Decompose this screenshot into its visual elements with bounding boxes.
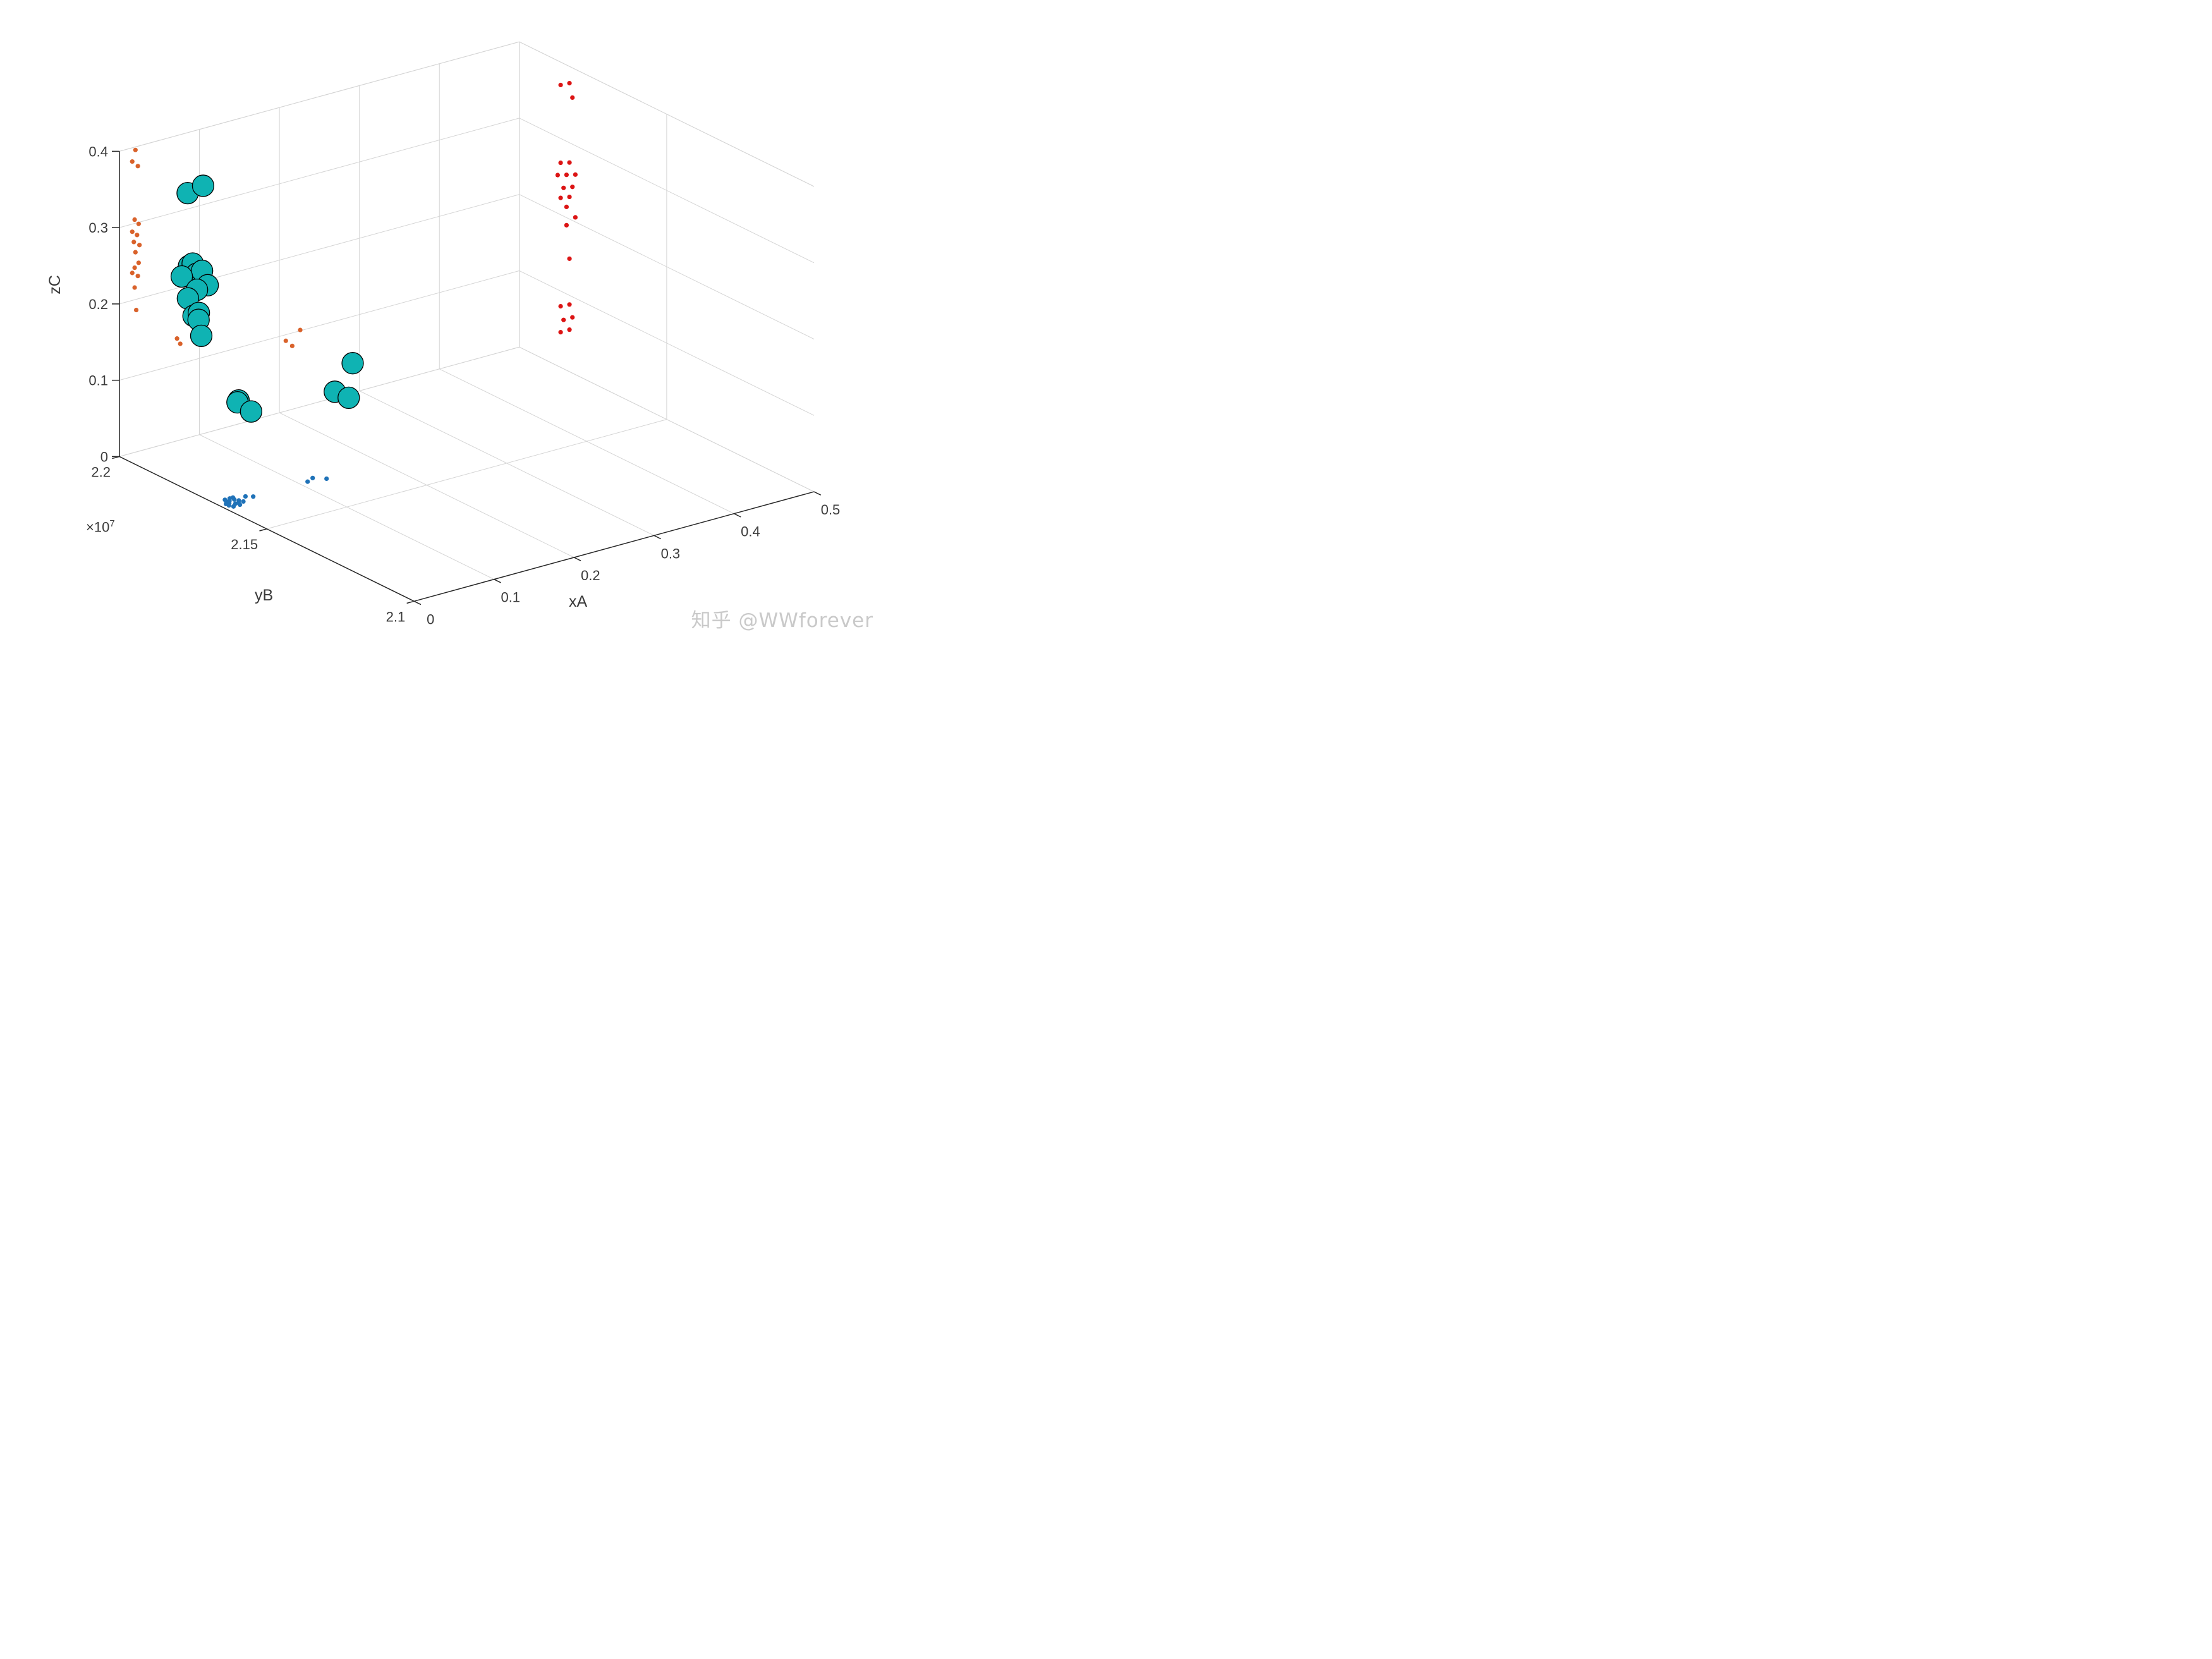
svg-text:0.3: 0.3 <box>88 220 108 236</box>
tick-labels: 0 0.1 0.2 0.3 0.4 2.2 2.15 2.1 0 0.1 0.2 0.3 0.4 0.5 <box>88 143 840 627</box>
svg-text:2.15: 2.15 <box>231 537 258 552</box>
z-axis-label: zC <box>46 275 64 295</box>
y-axis-label: yB <box>255 586 274 604</box>
svg-text:2.1: 2.1 <box>386 609 406 624</box>
watermark: 知乎 @WWforever <box>691 609 873 632</box>
series-main-points <box>170 174 364 423</box>
grid-lines <box>119 41 815 580</box>
y-axis-multiplier-exp: 7 <box>109 518 115 529</box>
svg-text:0: 0 <box>100 449 108 465</box>
y-axis-multiplier-base: ×10 <box>86 519 110 535</box>
svg-text:0.3: 0.3 <box>661 545 681 561</box>
scatter3d-figure: 0 0.1 0.2 0.3 0.4 2.2 2.15 2.1 0 0.1 0.2 0.3 0.4 0.5 … <box>0 0 885 664</box>
x-axis-label: xA <box>569 593 588 611</box>
svg-text:0.1: 0.1 <box>88 373 108 389</box>
svg-text:0.1: 0.1 <box>501 590 520 605</box>
svg-text:0: 0 <box>427 611 434 627</box>
svg-text:0.4: 0.4 <box>88 143 108 159</box>
svg-text:0.2: 0.2 <box>88 296 108 312</box>
svg-text:0.2: 0.2 <box>581 568 600 583</box>
series-xy-floor-projection <box>222 475 329 509</box>
svg-text:0.4: 0.4 <box>741 524 760 540</box>
svg-text:2.2: 2.2 <box>91 464 111 480</box>
svg-text:0.5: 0.5 <box>821 502 841 518</box>
axes <box>112 150 822 605</box>
series-yz-wall-projection <box>555 81 578 335</box>
y-axis-multiplier: ×107 <box>86 518 115 535</box>
series-xz-wall-projection <box>130 147 303 348</box>
chart-svg: 0 0.1 0.2 0.3 0.4 2.2 2.15 2.1 0 0.1 0.2 0.3 0.4 0.5 <box>88 41 840 627</box>
